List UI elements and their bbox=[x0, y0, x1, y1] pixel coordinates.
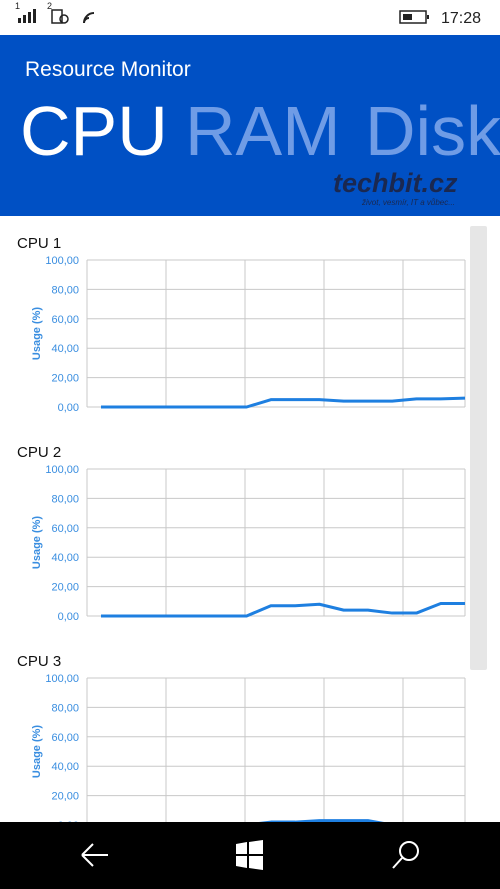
y-axis-label: Usage (%) bbox=[31, 725, 43, 779]
tab[interactable]: RAM bbox=[185, 92, 341, 170]
y-tick-label: 20,00 bbox=[51, 791, 79, 803]
y-tick-label: 80,00 bbox=[51, 702, 79, 714]
tab[interactable]: Disk bbox=[365, 92, 500, 170]
start-button[interactable] bbox=[236, 840, 263, 870]
tab[interactable]: CPU bbox=[20, 92, 168, 170]
y-tick-label: 40,00 bbox=[51, 761, 79, 773]
y-tick-label: 60,00 bbox=[51, 732, 79, 744]
y-tick-label: 80,00 bbox=[51, 493, 79, 505]
cpu-line bbox=[101, 602, 465, 618]
y-tick-label: 20,00 bbox=[51, 582, 79, 594]
battery-icon bbox=[399, 10, 429, 24]
app-title: Resource Monitor bbox=[25, 58, 191, 81]
y-tick-label: 80,00 bbox=[51, 284, 79, 296]
chart-title: CPU 2 bbox=[17, 444, 61, 461]
y-tick-label: 100,00 bbox=[45, 255, 79, 267]
watermark: techbit.cz bbox=[333, 168, 458, 198]
y-tick-label: 100,00 bbox=[45, 464, 79, 476]
sim-label: 2 bbox=[47, 1, 52, 11]
back-button[interactable] bbox=[81, 843, 108, 867]
sim-label: 1 bbox=[15, 1, 20, 11]
chart-title: CPU 1 bbox=[17, 235, 61, 252]
app: 1 2 17:28 Resource Monitor CPU RAM Disk … bbox=[0, 0, 500, 822]
nav-bar bbox=[0, 822, 500, 889]
y-tick-label: 60,00 bbox=[51, 523, 79, 535]
y-tick-label: 100,00 bbox=[45, 673, 79, 685]
y-tick-label: 0,00 bbox=[58, 611, 79, 623]
clock: 17:28 bbox=[441, 10, 481, 27]
y-tick-label: 0,00 bbox=[58, 820, 79, 822]
y-tick-label: 40,00 bbox=[51, 552, 79, 564]
cpu-line bbox=[101, 396, 466, 409]
y-tick-label: 40,00 bbox=[51, 343, 79, 355]
status-bar bbox=[0, 0, 500, 35]
chart-title: CPU 3 bbox=[17, 653, 61, 670]
y-axis-label: Usage (%) bbox=[31, 307, 43, 361]
y-axis-label: Usage (%) bbox=[31, 516, 43, 570]
search-button[interactable] bbox=[392, 841, 419, 869]
y-tick-label: 20,00 bbox=[51, 373, 79, 385]
y-tick-label: 60,00 bbox=[51, 314, 79, 326]
scrollbar[interactable] bbox=[470, 226, 487, 670]
y-tick-label: 0,00 bbox=[58, 402, 79, 414]
nav-icons bbox=[81, 840, 419, 870]
watermark-tagline: život, vesmír, IT a vůbec... bbox=[361, 198, 455, 207]
header bbox=[0, 35, 500, 216]
signal-icons bbox=[18, 9, 95, 24]
